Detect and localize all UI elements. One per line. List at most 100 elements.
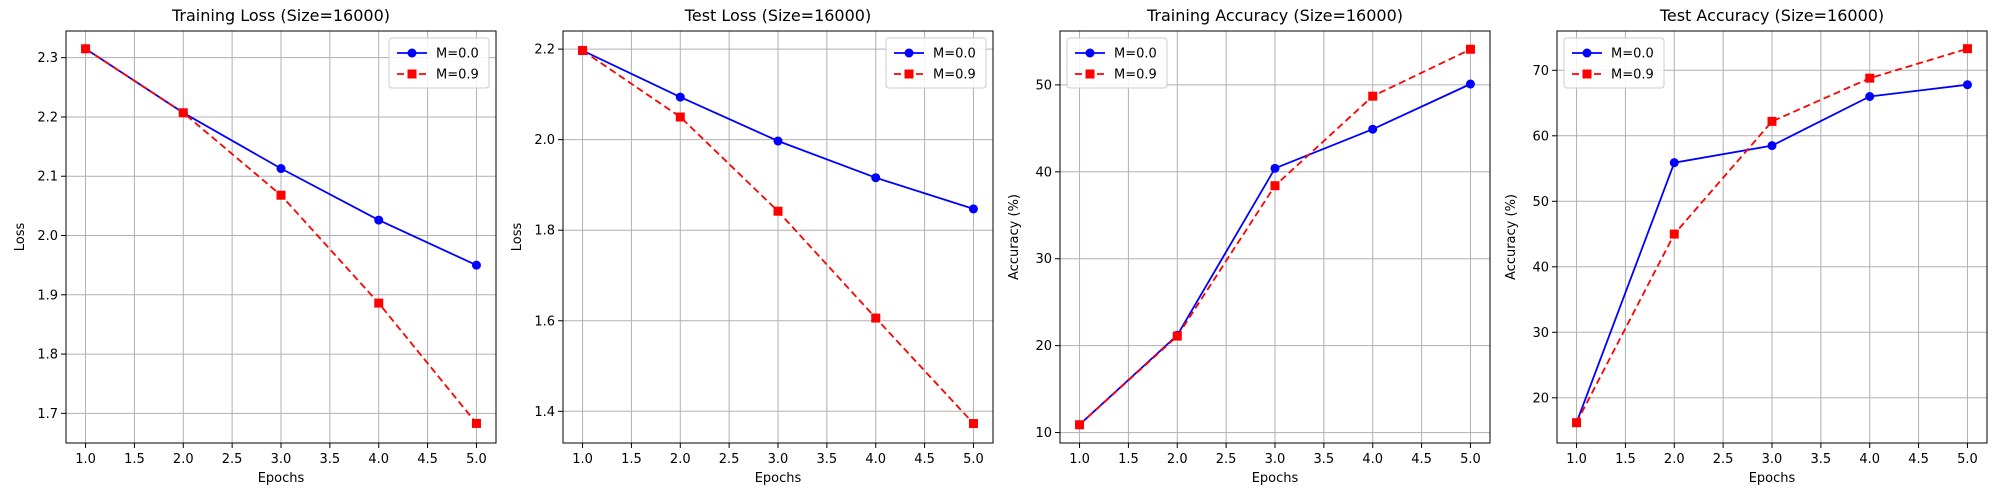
axes-frame [1556, 30, 1988, 444]
y-axis-label: Loss [13, 223, 28, 252]
legend-label: M=0.9 [933, 68, 976, 83]
x-tick-label: 1.5 [621, 452, 642, 467]
x-tick-label: 2.0 [1167, 452, 1188, 467]
data-point-circle [773, 136, 783, 146]
data-point-square [81, 44, 91, 54]
y-tick-label: 20 [1532, 391, 1549, 406]
x-tick-label: 5.0 [963, 452, 984, 467]
data-point-circle [1465, 79, 1475, 89]
y-tick-label: 60 [1532, 129, 1549, 144]
legend-label: M=0.0 [1114, 47, 1157, 62]
data-point-circle [1669, 158, 1679, 168]
data-point-circle [471, 260, 481, 270]
chart-panel-2: 1.0 1.5 2.0 2.5 3.0 3.5 4.0 4.5 5.0 1.4 1.6 1.8 2.0 2… [510, 6, 994, 486]
data-point-square [1368, 91, 1378, 101]
y-tick-label: 2.2 [534, 43, 555, 58]
axes-frame [65, 30, 497, 444]
x-tick-label: 3.0 [1762, 452, 1783, 467]
x-tick-label: 3.0 [1265, 452, 1286, 467]
data-point-square [871, 313, 881, 323]
y-tick-label: 2.2 [37, 110, 58, 125]
x-tick-label: 3.5 [1811, 452, 1832, 467]
legend-label: M=0.9 [1611, 68, 1654, 83]
chart-panel-4: 1.0 1.5 2.0 2.5 3.0 3.5 4.0 4.5 5.0 20 30 40 50 60 70 T… [1504, 6, 1988, 486]
data-point-circle [1962, 80, 1972, 90]
x-tick-label: 1.0 [1069, 452, 1090, 467]
data-point-square [1075, 420, 1085, 430]
data-point-square [276, 190, 286, 200]
x-tick-label: 2.5 [222, 452, 243, 467]
legend-marker-circle [904, 48, 914, 58]
data-point-circle [675, 92, 685, 102]
x-tick-label: 4.0 [368, 452, 389, 467]
legend-marker-circle [407, 48, 417, 58]
legend-marker-square [904, 69, 914, 79]
legend-label: M=0.9 [1114, 68, 1157, 83]
y-tick-label: 20 [1035, 339, 1052, 354]
y-tick-label: 40 [1035, 165, 1052, 180]
data-point-circle [1368, 124, 1378, 134]
chart-panel-1: 1.0 1.5 2.0 2.5 3.0 3.5 4.0 4.5 5.0 1.7 1.8 1.9 2.0 2… [13, 6, 497, 486]
x-tick-label: 4.5 [1411, 452, 1432, 467]
x-tick-label: 1.0 [1566, 452, 1587, 467]
data-point-circle [1270, 163, 1280, 173]
legend: M=0.0 M=0.9 [1066, 37, 1168, 89]
data-point-square [471, 418, 481, 428]
y-tick-label: 1.7 [37, 407, 58, 422]
y-tick-label: 50 [1035, 78, 1052, 93]
x-tick-label: 1.5 [124, 452, 145, 467]
x-tick-label: 2.5 [1216, 452, 1237, 467]
chart-title: Training Loss (Size=16000) [171, 6, 390, 25]
y-tick-label: 1.9 [37, 288, 58, 303]
legend-marker-square [1582, 69, 1592, 79]
data-point-square [178, 108, 188, 118]
x-axis-label: Epochs [1749, 471, 1796, 486]
legend: M=0.0 M=0.9 [1563, 37, 1665, 89]
x-axis-label: Epochs [258, 471, 305, 486]
x-tick-label: 4.5 [1908, 452, 1929, 467]
data-point-circle [276, 164, 286, 174]
data-point-circle [1865, 92, 1875, 102]
x-tick-label: 2.5 [719, 452, 740, 467]
chart-title: Training Accuracy (Size=16000) [1146, 6, 1403, 25]
y-tick-label: 30 [1532, 326, 1549, 341]
data-point-square [1865, 73, 1875, 83]
x-tick-label: 3.5 [817, 452, 838, 467]
axes-frame [1059, 30, 1491, 444]
data-point-square [968, 419, 978, 429]
x-tick-label: 1.0 [572, 452, 593, 467]
legend-marker-circle [1582, 48, 1592, 58]
y-tick-label: 2.0 [37, 229, 58, 244]
y-tick-label: 1.8 [37, 348, 58, 363]
y-tick-label: 50 [1532, 195, 1549, 210]
data-point-circle [374, 215, 384, 225]
x-tick-label: 4.0 [1362, 452, 1383, 467]
x-tick-label: 3.0 [768, 452, 789, 467]
x-tick-label: 5.0 [1957, 452, 1978, 467]
data-point-square [1669, 229, 1679, 239]
y-axis-label: Loss [510, 223, 525, 252]
data-point-square [1767, 116, 1777, 126]
chart-title: Test Loss (Size=16000) [684, 6, 871, 25]
legend-label: M=0.0 [933, 47, 976, 62]
x-tick-label: 1.0 [75, 452, 96, 467]
y-tick-label: 1.8 [534, 224, 555, 239]
data-point-square [675, 112, 685, 122]
legend-marker-square [1085, 69, 1095, 79]
y-tick-label: 40 [1532, 260, 1549, 275]
y-tick-label: 30 [1035, 252, 1052, 267]
chart-panel-3: 1.0 1.5 2.0 2.5 3.0 3.5 4.0 4.5 5.0 10 20 30 40 50 Tra… [1007, 6, 1491, 486]
legend-marker-circle [1085, 48, 1095, 58]
y-axis-label: Accuracy (%) [1504, 194, 1519, 280]
y-tick-label: 1.4 [534, 405, 555, 420]
data-point-square [773, 206, 783, 216]
x-tick-label: 1.5 [1615, 452, 1636, 467]
data-point-square [1172, 331, 1182, 341]
data-point-square [1465, 44, 1475, 54]
x-tick-label: 2.0 [670, 452, 691, 467]
x-tick-label: 4.0 [1859, 452, 1880, 467]
x-axis-label: Epochs [755, 471, 802, 486]
y-tick-label: 2.3 [37, 51, 58, 66]
